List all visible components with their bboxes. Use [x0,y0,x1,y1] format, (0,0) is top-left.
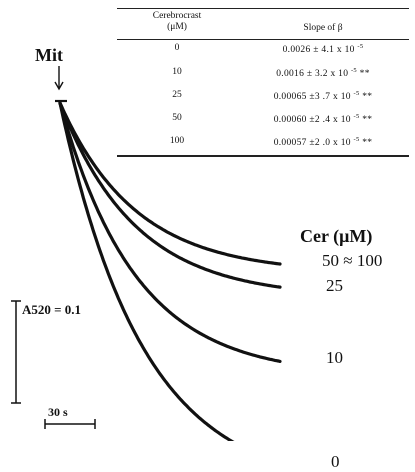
slope-exponent: -5 [353,90,360,97]
table-row: 10 0.0016 ± 3.2 x 10 -5 ** [117,67,409,79]
curve-label: 25 [326,276,343,296]
legend-title: Cer (μM) [300,226,373,246]
cell-concentration: 25 [172,90,182,100]
curve-label: 50 ≈ 100 [322,251,383,270]
col-header-conc: Cerebrocrast (μM) [117,11,237,33]
table-row: 50 0.00060 ±2 .4 x 10 -5 ** [117,113,409,125]
kinetic-traces [11,99,282,441]
table-row: 0 0.0026 ± 4.1 x 10 -5 [117,43,409,55]
absorbance-scale-bar [11,300,21,404]
slope-value: 0.00057 ±2 .0 x 10 [273,138,354,148]
trace-0 [58,101,235,441]
mit-arrow-icon [54,66,64,91]
time-scale-label: 30 s [48,405,68,419]
mit-label: Mit [35,45,63,65]
slope-value: 0.00060 ±2 .4 x 10 [273,115,354,125]
cell-slope: 0.00057 ±2 .0 x 10 -5 ** [237,136,409,148]
trace-50-100 [58,101,282,266]
cell-concentration: 100 [169,136,185,146]
cell-slope: 0.0016 ± 3.2 x 10 -5 ** [237,67,409,79]
slope-exponent: -5 [353,136,360,143]
col-header-conc-line1: Cerebrocrast [152,11,202,21]
curve-label: 0 [331,451,340,471]
significance-marker: ** [359,138,373,148]
significance-marker: ** [359,92,373,102]
absorbance-scale-label: A520 = 0.1 [22,302,82,317]
cell-slope: 0.0026 ± 4.1 x 10 -5 [237,43,409,55]
table-row: 25 0.00065 ±3 .7 x 10 -5 ** [117,90,409,102]
significance-marker: ** [359,115,373,125]
slope-value: 0.00065 ±3 .7 x 10 [273,92,354,102]
time-scale-bar [44,419,96,429]
slope-value: 0.0016 ± 3.2 x 10 [276,69,351,79]
cell-concentration: 0 [174,43,180,53]
cell-concentration: 10 [172,67,182,77]
significance-marker: ** [356,69,370,79]
slope-exponent: -5 [350,67,357,74]
col-header-slope: Slope of β [303,23,343,33]
trace-25 [58,101,282,289]
slope-exponent: -5 [353,113,360,120]
table-header-rule [117,39,409,40]
col-header-conc-line2: (μM) [167,22,187,32]
table-row: 100 0.00057 ±2 .0 x 10 -5 ** [117,136,409,148]
cell-slope: 0.00065 ±3 .7 x 10 -5 ** [237,90,409,102]
table-bottom-rule [117,155,409,157]
trace-10 [58,101,282,363]
slope-exponent: -5 [357,43,364,50]
cell-concentration: 50 [172,113,182,123]
figure: Cerebrocrast (μM) Slope of β 0 0.0026 ± 4… [11,8,409,471]
table-top-rule [117,8,409,9]
slope-value: 0.0026 ± 4.1 x 10 [282,45,358,55]
cell-slope: 0.00060 ±2 .4 x 10 -5 ** [237,113,409,125]
curve-label: 10 [326,348,343,368]
